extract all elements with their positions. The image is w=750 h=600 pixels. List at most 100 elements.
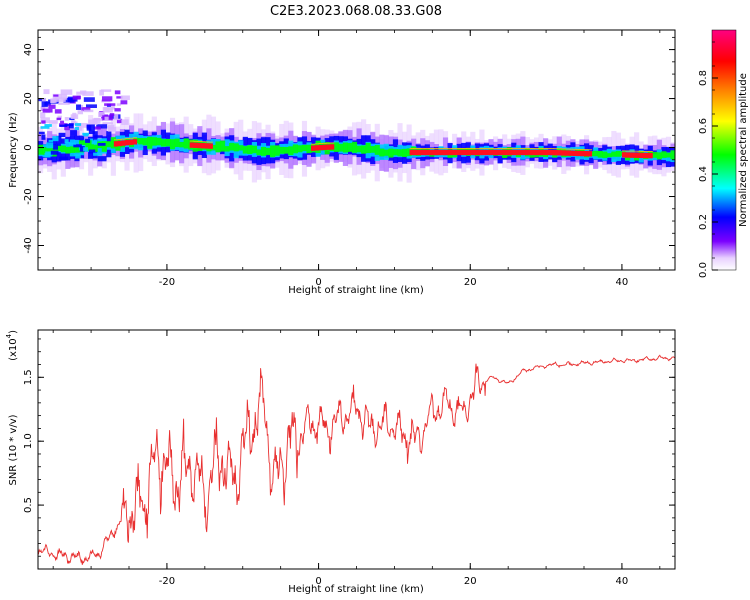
spectrogram-cell: [41, 120, 46, 124]
spectrogram-cell: [83, 97, 95, 102]
spectrogram-cell: [587, 151, 593, 157]
spectrogram-cell: [160, 139, 166, 147]
spectrogram-cell: [572, 150, 577, 156]
spectrogram-cell: [557, 150, 562, 156]
spectrogram-cell: [432, 148, 437, 149]
spectrogram-cell: [197, 141, 202, 142]
spectrogram-cell: [587, 149, 593, 151]
spectrogram-cell: [156, 137, 162, 146]
spectrogram-cell: [75, 124, 82, 129]
spectrogram-cell: [208, 141, 213, 143]
spectrogram-cell: [553, 150, 558, 156]
spectrogram-cell: [169, 139, 176, 150]
spectrogram-cell: [436, 149, 441, 156]
spectrogram-cell: [417, 148, 422, 149]
colorbar-tick-label: 0.8: [698, 70, 709, 86]
spectrogram-cell: [648, 151, 653, 153]
colorbar: 0.0 0.2 0.4 0.6 0.8 Normalized spectral ampl…: [698, 29, 749, 278]
spectrogram-cell: [47, 146, 53, 152]
spectrogram-cell: [477, 149, 483, 156]
snr-frame: [37, 329, 676, 570]
spectrogram-cell: [114, 90, 121, 95]
spectrogram-cell: [69, 142, 77, 145]
spectrogram-cell: [116, 118, 123, 124]
snr-y-axis-label: SNR (10 * v/v): [8, 414, 19, 485]
spectrogram-cell: [42, 108, 53, 113]
spectrogram-cell: [565, 150, 570, 156]
spectrogram-cell: [342, 142, 348, 153]
spectrogram-cell: [46, 142, 54, 149]
spectrogram-cell: [82, 91, 94, 96]
spectrogram-cell: [121, 140, 126, 146]
spectrogram-cell: [125, 138, 130, 140]
spectrogram-cell: [606, 153, 612, 158]
spectrogram-cell: [224, 146, 230, 152]
spectrogram-cell: [68, 123, 74, 129]
spectrogram-cell: [60, 89, 73, 95]
spectrogram-cell: [458, 149, 464, 156]
spectrogram-cell: [519, 149, 524, 156]
spectrogram-cell: [233, 143, 239, 152]
spectrogram-cell: [197, 142, 202, 149]
spectrogram-cell: [640, 151, 646, 152]
spectrogram-cell: [138, 138, 144, 145]
spectrogram-cell: [70, 130, 78, 136]
spectrogram-cell: [85, 138, 91, 143]
spectrogram-cell: [183, 138, 189, 149]
spectrogram-cell: [443, 149, 448, 156]
spectrogram-cell: [318, 143, 323, 144]
exponent-close: ): [8, 330, 19, 334]
spectrogram-cell: [538, 148, 543, 149]
spectrogram-cell: [523, 149, 528, 156]
spectrogram-cell: [204, 143, 210, 149]
colorbar-tick-label: 0.2: [698, 214, 709, 230]
spectrogram-cell: [52, 136, 59, 142]
spectrogram-cell: [439, 149, 445, 156]
spectrogram-cell: [301, 144, 308, 152]
spectrogram-cell: [322, 144, 327, 151]
spectrogram-cell: [485, 149, 490, 156]
spectrogram-cell: [102, 107, 110, 112]
spectrogram-cell: [242, 146, 248, 154]
spectrogram-cell: [58, 132, 66, 138]
spectrogram-cell: [504, 149, 509, 156]
spectrogram-cell: [101, 141, 107, 152]
spectrogram-cell: [74, 126, 79, 131]
spectrogram-cell: [561, 150, 566, 156]
spectrogram-cell: [538, 149, 543, 156]
spectrogram-cell: [82, 132, 90, 135]
spectrogram-cell: [314, 143, 320, 145]
spectrogram-cell: [113, 141, 119, 147]
spectrogram-cell: [455, 148, 460, 149]
spectrogram-cell: [129, 137, 134, 139]
spectrogram-cell: [523, 148, 528, 149]
spectrogram-cell: [238, 145, 244, 151]
spectrogram-cell: [151, 137, 157, 146]
spectrogram-y-tick-label: 40: [23, 43, 34, 56]
spectrogram-cell: [283, 147, 289, 154]
spectrogram-cell: [120, 95, 130, 100]
snr-exponent-label: (x104): [5, 330, 19, 361]
spectrogram-cell: [48, 104, 56, 109]
spectrogram-cell: [129, 139, 134, 145]
spectrogram-cell: [41, 98, 47, 102]
spectrogram-cell: [92, 143, 98, 152]
spectrogram-cell: [424, 148, 430, 149]
spectrogram-cell: [120, 100, 128, 105]
spectrogram-cell: [76, 104, 82, 110]
spectrogram-cell: [54, 109, 62, 114]
spectrogram-cell: [466, 149, 471, 156]
spectrogram-cell: [542, 148, 547, 149]
spectrogram-cell: [481, 149, 486, 156]
spectrogram-cell: [500, 148, 505, 149]
spectrogram-cell: [67, 96, 78, 102]
spectrogram-cell: [210, 144, 217, 151]
spectrogram-cell: [553, 148, 558, 150]
svg-text:(x104): (x104): [5, 330, 19, 361]
spectrogram-cell: [420, 148, 426, 149]
spectrogram-cell: [397, 149, 403, 157]
spectrogram-cell: [648, 152, 653, 159]
spectrogram-cell: [447, 148, 452, 149]
spectrogram-cell: [91, 140, 95, 145]
spectrogram-cell: [406, 148, 412, 157]
